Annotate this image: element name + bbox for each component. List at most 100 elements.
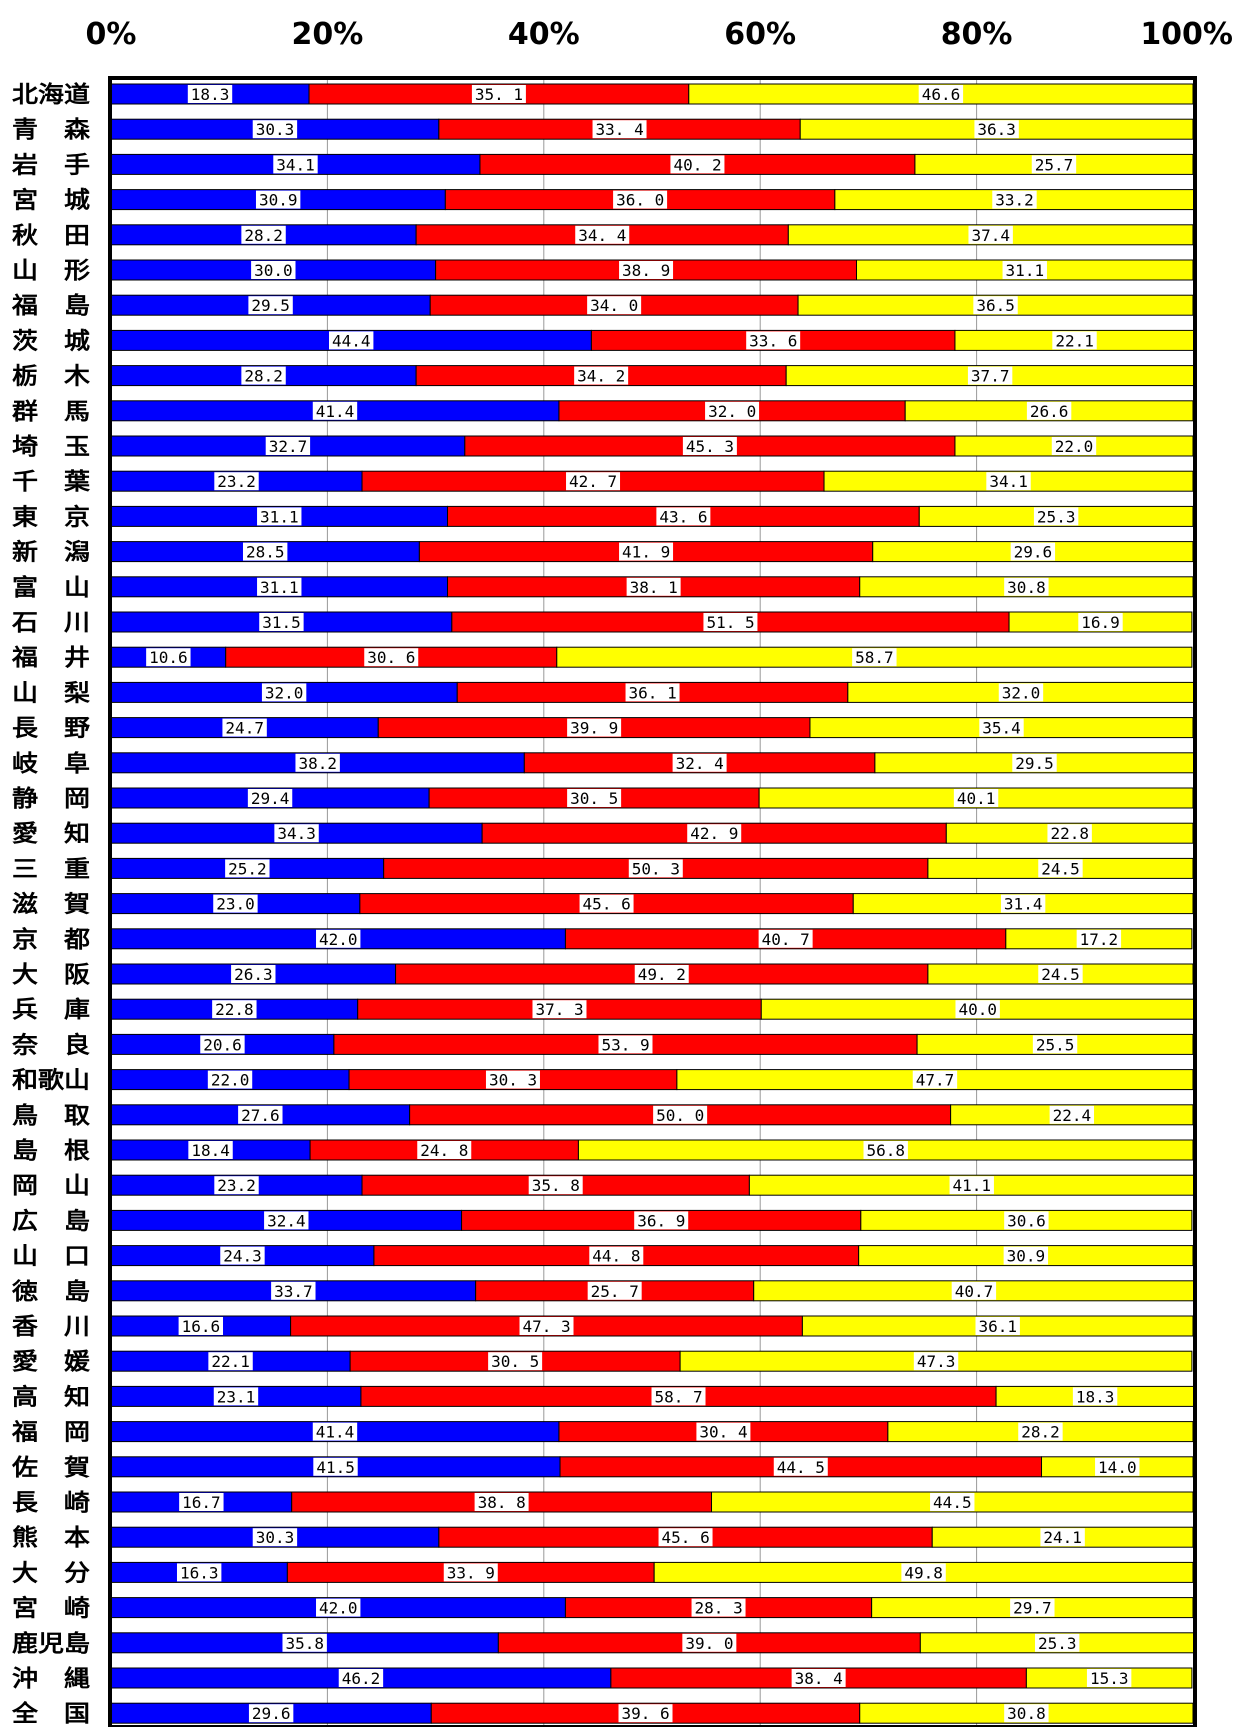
data-label-box (187, 85, 233, 103)
data-label: 31.5 (262, 613, 301, 632)
category-label: 三 重 (12, 856, 90, 882)
data-label: 16.7 (182, 1493, 221, 1512)
category-label: 兵 庫 (12, 996, 90, 1023)
data-label-box (672, 753, 727, 772)
category-label: 山 梨 (12, 680, 90, 706)
data-label-box (242, 542, 288, 561)
data-label-box (1026, 401, 1072, 420)
data-label: 25.7 (1035, 155, 1074, 174)
category-label: 愛 知 (12, 820, 90, 847)
category-label: 大 阪 (12, 962, 90, 988)
data-label: 29.4 (251, 789, 290, 808)
data-label-box (1000, 894, 1046, 913)
data-label: 25.3 (1037, 507, 1076, 526)
data-label: 36. 0 (616, 191, 664, 210)
data-label: 31.4 (1004, 895, 1043, 914)
data-label-box (241, 366, 286, 385)
data-label: 36.5 (976, 296, 1015, 315)
data-label-box (488, 1352, 543, 1371)
data-label: 39. 9 (570, 719, 618, 738)
data-label-box (417, 1141, 472, 1159)
data-label: 30.0 (254, 261, 293, 280)
data-label-box (618, 1704, 673, 1723)
category-label: 静 岡 (12, 785, 90, 812)
data-label-box (852, 648, 897, 667)
data-label: 18.3 (191, 85, 230, 104)
data-label: 30.8 (1007, 578, 1046, 597)
data-label: 42. 9 (690, 824, 738, 843)
data-label: 41. 9 (622, 543, 670, 562)
data-label: 42. 7 (569, 472, 617, 491)
data-label-box (485, 1070, 540, 1089)
data-label-box (213, 894, 258, 913)
category-label: 福 島 (11, 292, 90, 319)
data-label-box (1032, 1035, 1078, 1054)
data-label-box (1031, 155, 1077, 174)
data-label: 33.7 (274, 1282, 313, 1301)
data-label: 41.5 (316, 1458, 355, 1477)
category-label: 全 国 (11, 1700, 90, 1727)
data-label: 22.0 (1055, 437, 1094, 456)
x-tick-label: 100% (1140, 17, 1233, 52)
data-label: 34.3 (277, 824, 316, 843)
category-label: 和歌山 (12, 1067, 90, 1094)
data-label-box (951, 1281, 997, 1300)
category-label: 岩 手 (11, 152, 90, 178)
data-label: 29.5 (251, 296, 290, 315)
data-label-box (241, 225, 286, 244)
data-label-box (696, 1422, 751, 1441)
data-label-box (1086, 1669, 1132, 1687)
data-label-box (532, 1000, 587, 1019)
data-label-box (261, 683, 307, 702)
data-label: 38. 8 (478, 1493, 526, 1512)
plot-frame (108, 76, 1197, 1727)
category-label: 熊 本 (12, 1524, 90, 1551)
data-label: 35.8 (285, 1634, 324, 1653)
data-label: 45. 6 (662, 1528, 710, 1547)
category-label: 福 岡 (11, 1420, 90, 1446)
data-label-box (575, 225, 630, 244)
data-label-box (974, 120, 1019, 139)
data-label: 30. 5 (491, 1352, 539, 1371)
data-label: 16.3 (180, 1563, 219, 1582)
data-label: 29.6 (1014, 543, 1053, 562)
category-label: 山 形 (12, 258, 90, 284)
category-label: 鳥 取 (12, 1102, 90, 1129)
data-label: 41.1 (953, 1176, 992, 1195)
category-label: 沖 縄 (12, 1666, 90, 1692)
data-label-box (651, 1387, 706, 1406)
data-label-box (589, 1246, 644, 1265)
data-label-box (1078, 613, 1123, 631)
category-label: 群 馬 (11, 398, 90, 425)
data-label-box (364, 648, 419, 667)
data-label-box (979, 718, 1024, 737)
category-label: 青 森 (12, 116, 91, 143)
category-label: 徳 島 (11, 1278, 90, 1305)
category-label: 石 川 (11, 610, 90, 636)
data-label: 33. 6 (749, 331, 797, 350)
data-label-box (528, 1176, 583, 1195)
data-label: 29.5 (1015, 754, 1054, 773)
data-label-box (265, 437, 311, 455)
data-label: 44. 5 (777, 1458, 825, 1477)
data-label: 22.1 (211, 1352, 250, 1371)
data-label-box (1004, 577, 1049, 596)
data-label-box (863, 1141, 908, 1159)
data-label-box (208, 1352, 253, 1371)
data-label-box (200, 1035, 245, 1054)
category-label: 新 潟 (12, 539, 90, 566)
data-label-box (443, 1563, 498, 1582)
data-label: 10.6 (149, 648, 188, 667)
data-label: 36.1 (978, 1317, 1017, 1336)
data-label: 35. 8 (532, 1176, 580, 1195)
data-label: 58.7 (855, 648, 894, 667)
data-label: 22.8 (215, 1000, 254, 1019)
data-label: 23.2 (217, 472, 256, 491)
data-label: 23.0 (216, 895, 255, 914)
data-label-box (295, 753, 340, 772)
data-label-box (598, 1035, 653, 1054)
data-label: 42.0 (319, 1599, 358, 1618)
data-label: 38. 1 (630, 578, 678, 597)
data-label-box (634, 965, 689, 983)
